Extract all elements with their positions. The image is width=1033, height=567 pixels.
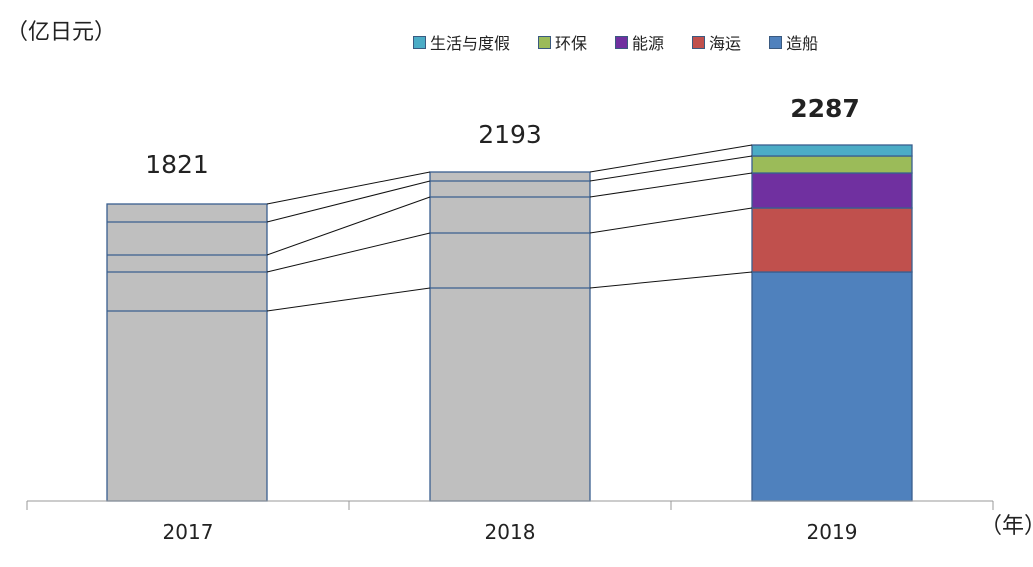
x-tick-2019: 2019 xyxy=(806,520,858,544)
legend-swatch-icon xyxy=(692,35,706,49)
total-label-2017: 1821 xyxy=(145,150,209,179)
legend-item-leisure: 生活与度假 xyxy=(413,30,510,54)
legend-label: 海运 xyxy=(709,34,742,53)
y-axis-unit-label: （亿日元） xyxy=(6,20,117,45)
legend-label: 环保 xyxy=(555,34,588,53)
legend-label: 生活与度假 xyxy=(430,34,511,53)
x-axis xyxy=(26,500,994,510)
legend-item-energy: 能源 xyxy=(615,30,664,54)
legend-item-environment: 环保 xyxy=(538,30,587,54)
legend-swatch-icon xyxy=(538,35,552,49)
total-label-2018: 2193 xyxy=(478,120,542,149)
legend-swatch-icon xyxy=(413,35,426,49)
legend-swatch-icon xyxy=(615,35,629,49)
bar-2019 xyxy=(751,144,913,502)
x-tick-2018: 2018 xyxy=(484,520,536,544)
x-axis-unit-label: （年） xyxy=(980,514,1033,539)
x-tick-2017: 2017 xyxy=(162,520,214,544)
legend-item-shipbuilding: 造船 xyxy=(769,30,818,54)
legend-label: 造船 xyxy=(786,34,819,53)
bar-2018 xyxy=(429,171,591,502)
series-connector-lines xyxy=(266,144,753,312)
total-label-2019: 2287 xyxy=(790,94,860,123)
bar-2017 xyxy=(106,203,268,502)
legend-item-shipping: 海运 xyxy=(692,30,741,54)
legend-swatch-icon xyxy=(769,35,783,49)
legend-label: 能源 xyxy=(632,34,665,53)
legend: 生活与度假 环保 能源 海运 造船 xyxy=(413,30,846,54)
